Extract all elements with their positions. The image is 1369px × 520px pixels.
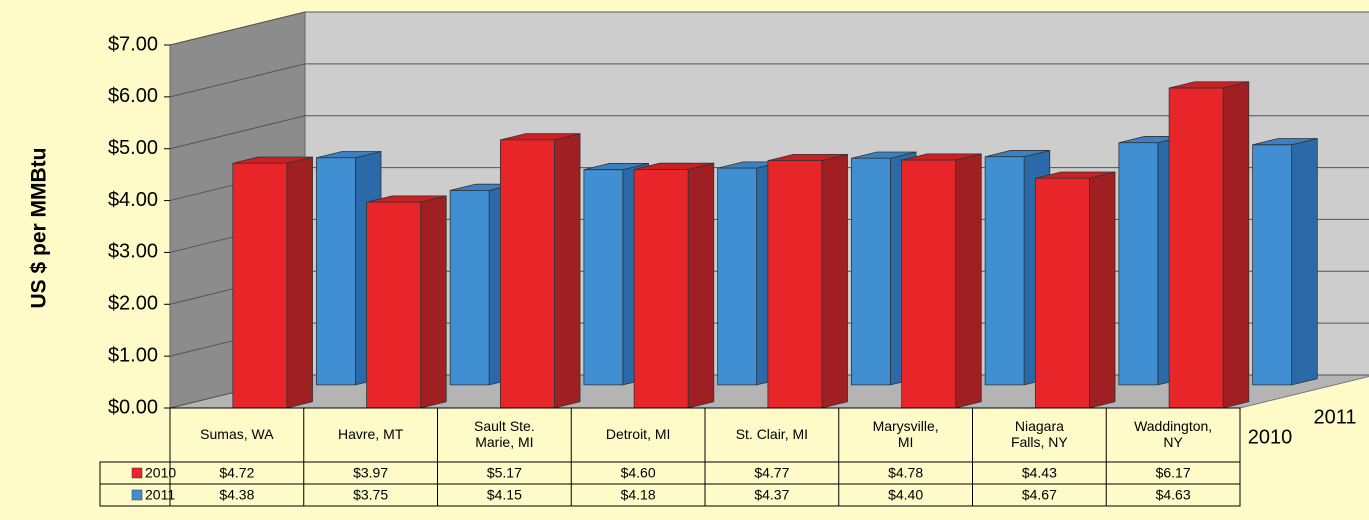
x-tick-label: Sumas, WA bbox=[200, 426, 274, 442]
table-value: $3.97 bbox=[353, 465, 388, 481]
bar-front bbox=[984, 156, 1025, 386]
legend-label: 2010 bbox=[145, 465, 176, 481]
bar-side bbox=[420, 195, 447, 409]
bar-side bbox=[955, 153, 982, 409]
bar bbox=[232, 156, 313, 409]
grid-line bbox=[169, 11, 1369, 46]
bar-front bbox=[850, 157, 891, 386]
y-tick-label: $2.00 bbox=[108, 293, 158, 315]
bar-front bbox=[633, 169, 689, 409]
table-value: $4.38 bbox=[219, 487, 254, 503]
x-tick-label: Detroit, MI bbox=[606, 426, 671, 442]
x-tick-label: Marysville, MI bbox=[873, 418, 939, 450]
table-value: $4.77 bbox=[754, 465, 789, 481]
bar bbox=[499, 133, 581, 409]
table-value: $4.43 bbox=[1022, 465, 1057, 481]
bar bbox=[366, 195, 447, 409]
table-value: $4.40 bbox=[888, 487, 923, 503]
table-value: $4.67 bbox=[1022, 487, 1057, 503]
bar-front bbox=[767, 160, 823, 409]
bar-front bbox=[315, 157, 356, 386]
x-tick-label: Waddington, NY bbox=[1134, 418, 1212, 450]
bar-front bbox=[499, 139, 555, 409]
y-axis-label: US $ per MMBtu bbox=[28, 147, 51, 308]
bar-front bbox=[1118, 142, 1159, 386]
legend-label: 2011 bbox=[145, 487, 175, 503]
table-value: $4.18 bbox=[621, 487, 656, 503]
table-value: $4.60 bbox=[621, 465, 656, 481]
y-tick-label: $4.00 bbox=[108, 189, 158, 211]
bar-side bbox=[1222, 81, 1250, 409]
y-tick-label: $6.00 bbox=[108, 85, 158, 107]
table-value: $4.63 bbox=[1156, 487, 1191, 503]
bar bbox=[633, 162, 715, 409]
y-tick-label: $0.00 bbox=[108, 396, 158, 418]
bar-front bbox=[449, 190, 490, 386]
table-value: $4.37 bbox=[754, 487, 789, 503]
y-tick-label: $5.00 bbox=[108, 137, 158, 159]
bar-front bbox=[1252, 144, 1293, 386]
x-tick-label: Niagara Falls, NY bbox=[1011, 418, 1068, 450]
y-tick-label: $1.00 bbox=[108, 344, 158, 366]
bar-front bbox=[366, 201, 422, 409]
y-tick-label: $7.00 bbox=[108, 33, 158, 55]
legend-key bbox=[131, 489, 143, 501]
bar-side bbox=[553, 133, 581, 409]
table-value: $4.78 bbox=[888, 465, 923, 481]
table-value: $4.15 bbox=[487, 487, 522, 503]
table-value: $6.17 bbox=[1156, 465, 1191, 481]
bar-front bbox=[583, 169, 624, 386]
bar-side bbox=[687, 162, 715, 409]
x-tick-label: Havre, MT bbox=[338, 426, 404, 442]
grid-line bbox=[169, 63, 1369, 98]
table-value: $4.72 bbox=[219, 465, 254, 481]
y-tick-label: $3.00 bbox=[108, 241, 158, 263]
x-tick-label: St. Clair, MI bbox=[736, 426, 808, 442]
bar-side bbox=[821, 153, 848, 409]
bar-side bbox=[286, 156, 313, 409]
depth-label: 2011 bbox=[1313, 406, 1356, 428]
bar-front bbox=[717, 167, 758, 386]
bar bbox=[1034, 171, 1116, 409]
bar-front bbox=[901, 159, 957, 409]
table-value: $3.75 bbox=[353, 487, 388, 503]
bar bbox=[767, 153, 848, 409]
table-value: $5.17 bbox=[487, 465, 522, 481]
bar bbox=[1168, 81, 1250, 409]
bar-front bbox=[232, 162, 288, 409]
bar bbox=[901, 153, 982, 409]
x-tick-label: Sault Ste. Marie, MI bbox=[474, 418, 535, 450]
legend-key bbox=[131, 467, 143, 479]
grid-line bbox=[169, 115, 1369, 150]
bar-side bbox=[1291, 138, 1318, 386]
bar bbox=[1252, 138, 1318, 386]
bar-side bbox=[1088, 171, 1116, 409]
bar-front bbox=[1034, 177, 1090, 409]
bar-front bbox=[1168, 87, 1224, 409]
depth-label: 2010 bbox=[1248, 426, 1293, 448]
